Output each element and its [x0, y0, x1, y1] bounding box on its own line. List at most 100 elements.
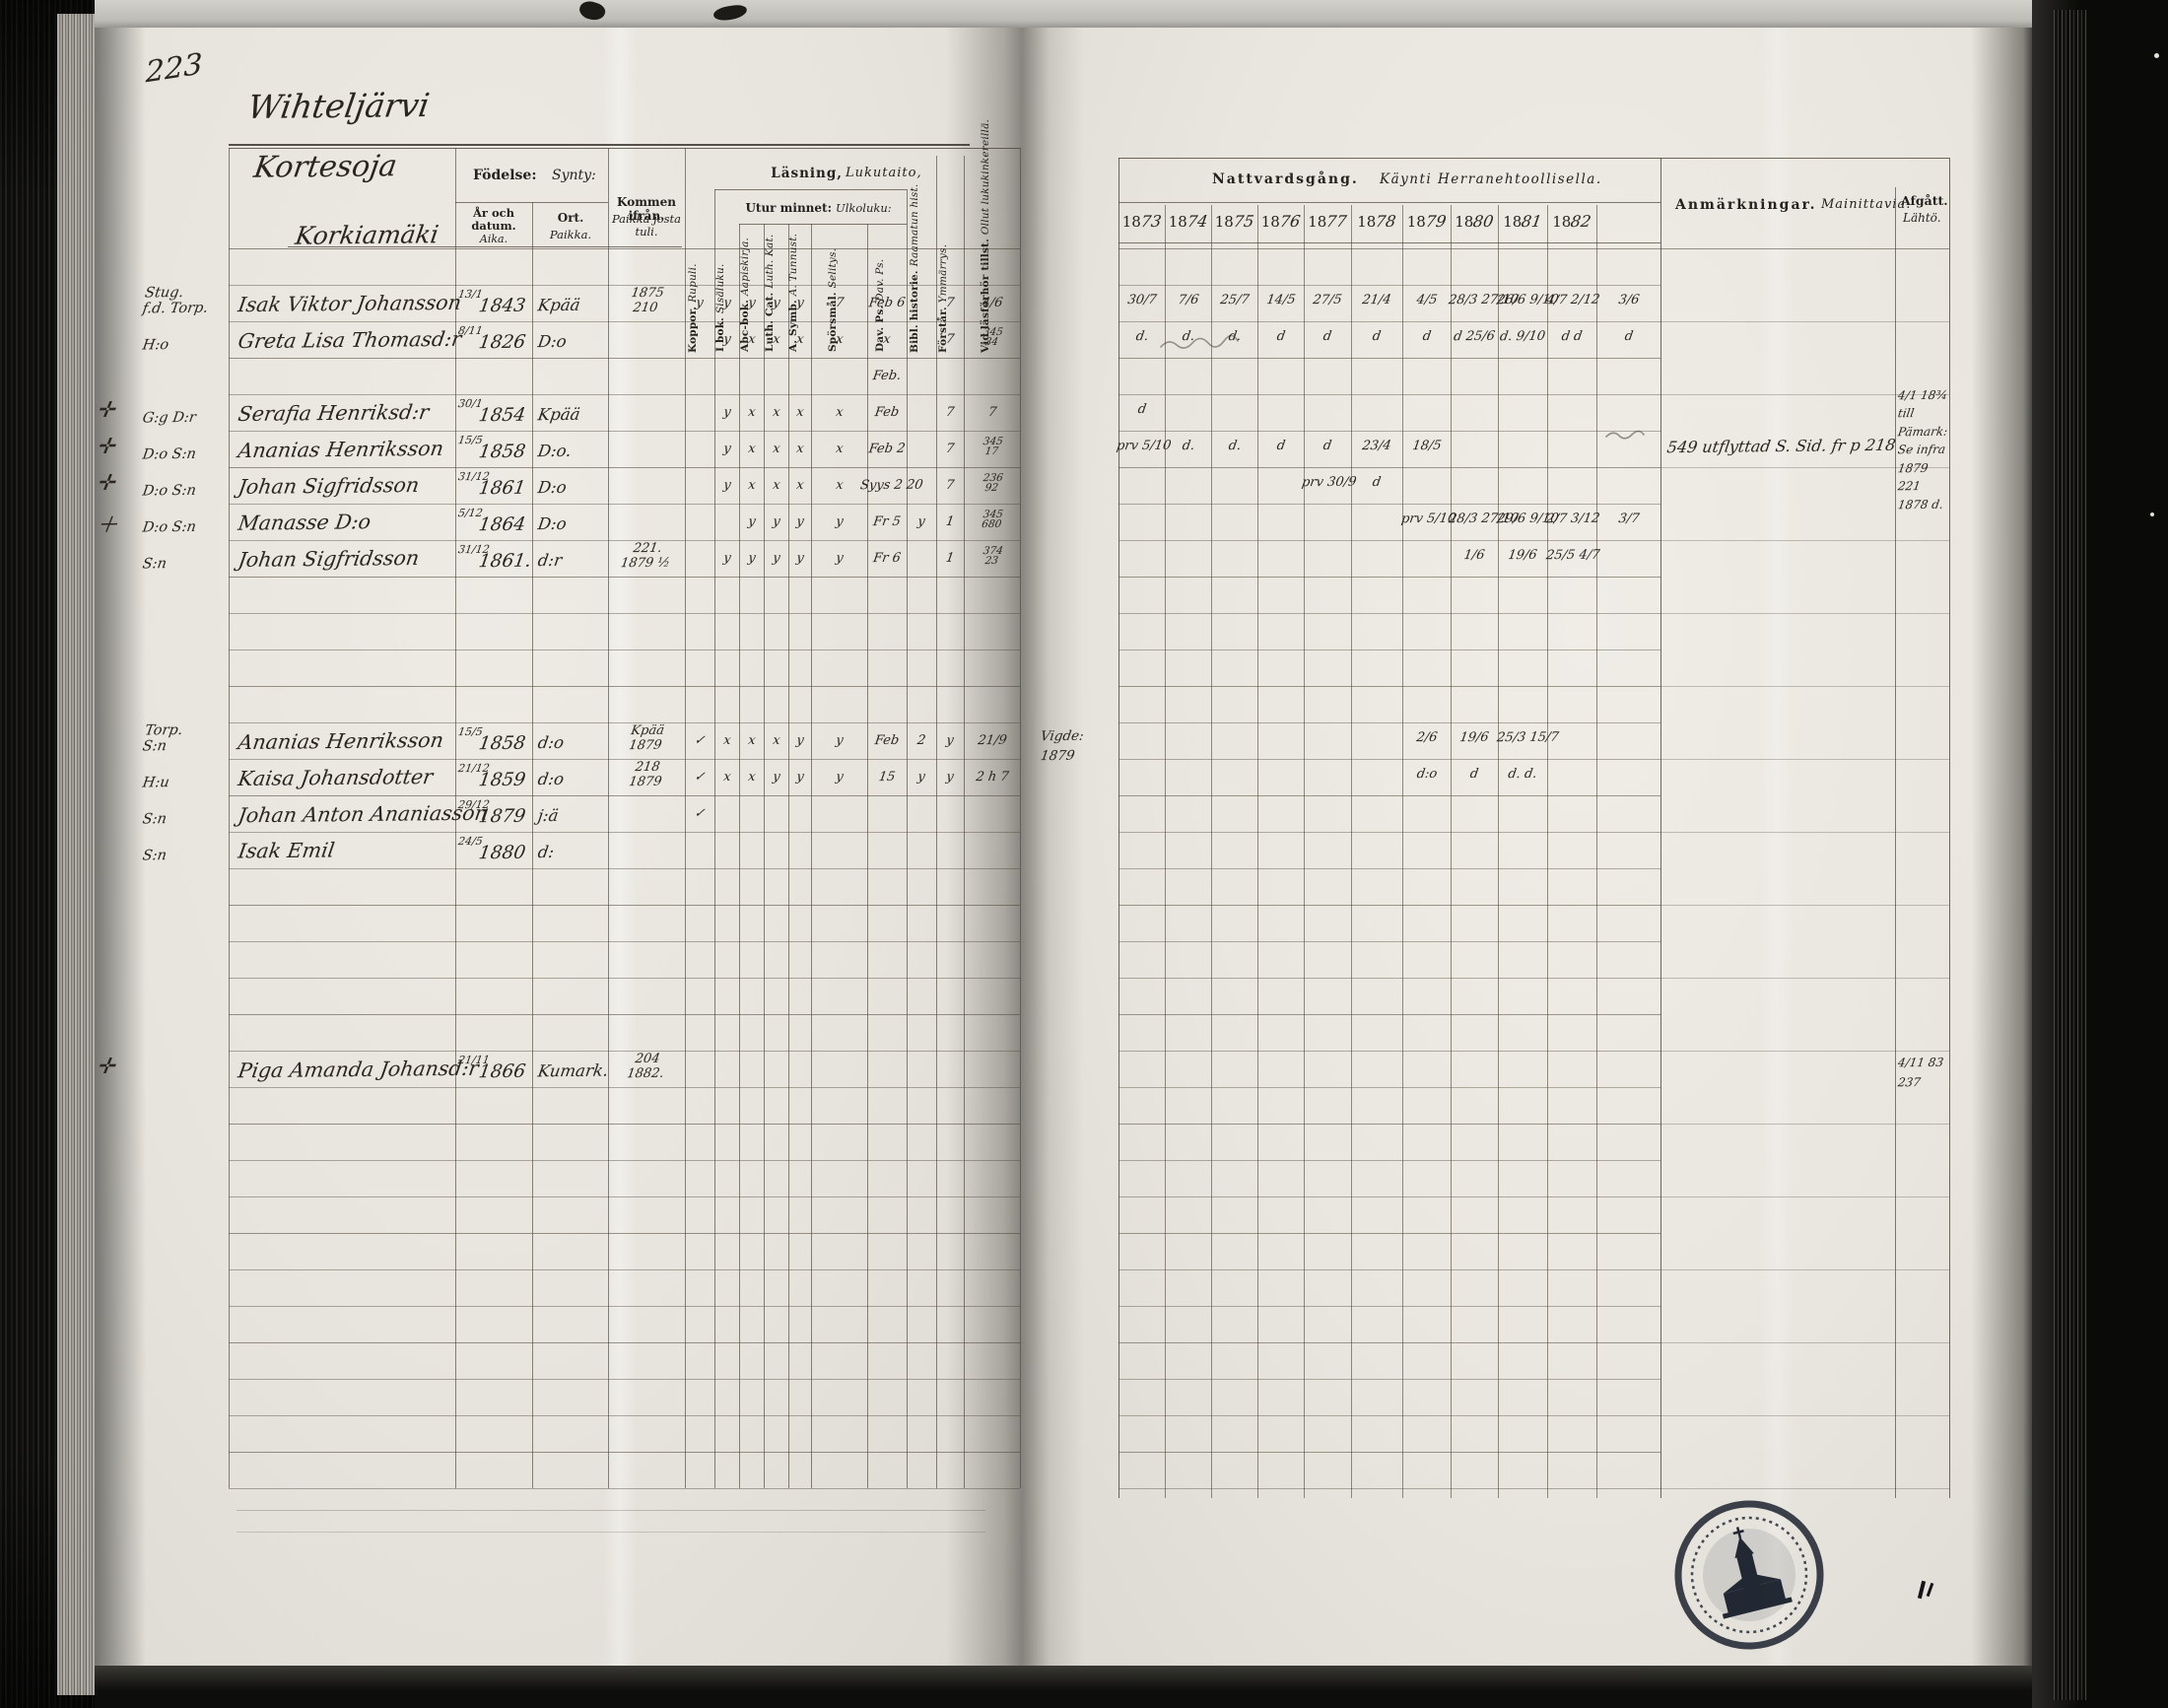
person-name: Kaisa Johansdotter [237, 764, 435, 791]
margin-status-note: S:n [141, 848, 169, 864]
departed-entry: Se infra [1896, 443, 1947, 457]
page-stack-left [57, 14, 97, 1695]
year-column-line [1304, 205, 1305, 1498]
margin-status-note: S:n [141, 811, 169, 828]
column-label-dav-ps-: Dav. Ps. Dav. Ps. [874, 258, 886, 352]
page-fold-highlight [1760, 28, 1794, 1668]
grid-line [1660, 1051, 1949, 1052]
column-label-a-symb-: A. Symb. A. Tunnust. [786, 233, 799, 352]
memory-header-sv: Utur minnet: [745, 201, 832, 215]
village-title: Wihteljärvi [244, 86, 433, 126]
grid-line [229, 795, 1020, 796]
year-column-line [1596, 205, 1597, 1498]
grid-line [229, 1269, 1020, 1270]
year-header: 1876 [1260, 211, 1302, 232]
grid-line [1118, 504, 1660, 505]
grid-line [1118, 1342, 1660, 1343]
year-column-line [1211, 205, 1212, 1498]
birth-header-fi: Synty: [552, 168, 596, 183]
scan-top-strip [95, 0, 2032, 30]
reading-mark: 345 680 [980, 508, 1004, 531]
margin-status-note: D:o S:n [141, 482, 198, 500]
grid-line [1660, 905, 1949, 906]
year-column-line [1660, 158, 1661, 1498]
left-page [95, 28, 1037, 1668]
reading-mark: Fr 6 [872, 550, 902, 567]
gutter-note: 1879 [1039, 747, 1076, 765]
column-label-luth-cat-: Luth. Cat. Luth. Kat. [763, 234, 776, 352]
grid-line [229, 1014, 1020, 1015]
reading-mark: 236 92 [982, 471, 1004, 495]
person-name: Serafia Henriksd:r [237, 399, 431, 427]
column-line [811, 224, 812, 1488]
birth-year: 1861 [477, 477, 527, 500]
from-col-fi: Paikka josta tuli. [611, 212, 682, 239]
communion-mark: prv 5/10 [1115, 438, 1172, 454]
grid-line [229, 467, 1020, 468]
communion-header-sv: Nattvardsgång. [1212, 171, 1359, 187]
communion-mark: d [1371, 328, 1383, 345]
church-icon [1722, 1527, 1793, 1619]
reading-mark: Syys 2 20 [858, 477, 924, 494]
grid-line [1118, 358, 1660, 359]
reading-mark: ✓ [693, 805, 707, 822]
column-line [685, 148, 686, 1488]
grid-line [1118, 1233, 1660, 1234]
birth-place: d:o [536, 732, 566, 753]
year-header: 1877 [1308, 211, 1349, 232]
communion-mark: 2/6 [1414, 729, 1439, 746]
communion-mark: 19/6 [1507, 547, 1538, 564]
column-line [936, 156, 937, 1488]
communion-mark: d. [1227, 328, 1242, 345]
header-bottom-rule [1118, 248, 1949, 249]
person-name: Piga Amanda Johansd:r [237, 1056, 481, 1083]
birth-place: D:o. [536, 441, 574, 461]
person-name: Johan Sigfridsson [237, 546, 422, 572]
grid-line [1118, 540, 1660, 541]
header-rule [1118, 202, 1660, 203]
birth-year: 1859 [477, 769, 527, 791]
birth-header-sv: Födelse: [473, 168, 537, 183]
year-row-rule [1118, 242, 1660, 243]
person-name: Ananias Henriksson [237, 436, 445, 463]
grid-line [1118, 467, 1660, 468]
communion-mark: d. [1227, 438, 1242, 454]
column-line [764, 224, 765, 1488]
grid-line [229, 905, 1020, 906]
grid-line [1118, 1051, 1660, 1052]
grid-line [1660, 978, 1949, 979]
scan-bottom-strip [95, 1666, 2032, 1708]
communion-mark: 28/3 27/10 [1447, 292, 1520, 308]
column-line [608, 148, 609, 1488]
departed-header-sv: Afgått. [1901, 193, 1948, 208]
grid-line [1118, 1087, 1660, 1088]
header-rule [739, 224, 907, 225]
came-from-reference: 204 1882. [626, 1051, 665, 1082]
right-page [1037, 28, 2032, 1668]
margin-status-note: H:o [141, 337, 170, 354]
birth-year: 1864 [477, 513, 527, 536]
column-line [1020, 148, 1021, 1488]
grid-line [229, 431, 1020, 432]
grid-line [1118, 832, 1660, 833]
year-column-line [1257, 205, 1258, 1498]
grid-line [229, 649, 1020, 650]
communion-mark: d [1421, 328, 1432, 345]
year-column-line [1351, 205, 1352, 1498]
departed-entry: Pämark: [1896, 424, 1949, 440]
birth-year: 1854 [477, 404, 527, 427]
birth-year: 1858 [477, 732, 527, 755]
birth-place: D:o [536, 513, 569, 534]
grid-line [1660, 467, 1949, 468]
column-label-sp-rsm-l-: Spörsmål. Selitys. [826, 247, 839, 352]
year-column-line [1547, 205, 1548, 1498]
reading-mark: x [882, 331, 892, 348]
grid-line [229, 613, 1020, 614]
dust-speck [2154, 53, 2159, 58]
left-page-shadow [95, 28, 146, 1668]
communion-mark: d. 9/10 [1498, 328, 1547, 345]
grid-line [1118, 1415, 1660, 1416]
year-column-line [1402, 205, 1403, 1498]
communion-mark: d. [1181, 438, 1195, 454]
grid-line [237, 1532, 985, 1533]
